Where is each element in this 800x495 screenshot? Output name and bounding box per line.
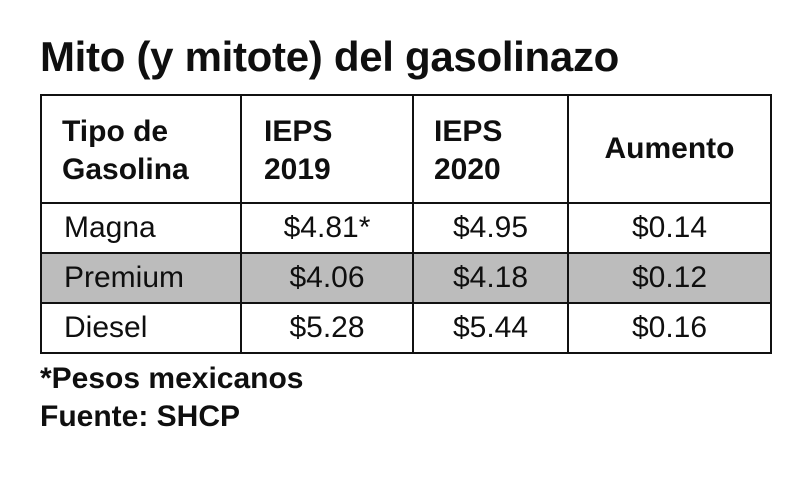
- cell-aumento: $0.14: [567, 202, 772, 254]
- table-row-magna: Magna $4.81* $4.95 $0.14: [40, 202, 772, 254]
- header-ieps2019-line2: 2019: [264, 153, 331, 186]
- header-ieps2020-line2: 2020: [434, 153, 501, 186]
- header-tipo-line2: Gasolina: [62, 153, 189, 186]
- header-ieps2020-line1: IEPS: [434, 115, 503, 148]
- cell-ieps-2020: $4.95: [412, 202, 569, 254]
- notes: *Pesos mexicanos Fuente: SHCP: [40, 360, 303, 436]
- header-ieps-2019: IEPS 2019: [240, 94, 414, 204]
- cell-aumento: $0.12: [567, 252, 772, 304]
- cell-ieps-2019: $4.81*: [240, 202, 414, 254]
- cell-ieps-2019: $4.06: [240, 252, 414, 304]
- cell-tipo: Magna: [40, 202, 242, 254]
- cell-ieps-2019: $5.28: [240, 302, 414, 354]
- cell-tipo: Diesel: [40, 302, 242, 354]
- header-aumento: Aumento: [567, 94, 772, 204]
- cell-ieps-2020: $4.18: [412, 252, 569, 304]
- header-tipo-line1: Tipo de: [62, 115, 169, 148]
- page-title: Mito (y mitote) del gasolinazo: [40, 33, 620, 80]
- source-text: Fuente: SHCP: [40, 400, 241, 433]
- table-row-premium: Premium $4.06 $4.18 $0.12: [40, 252, 772, 304]
- footnote-text: *Pesos mexicanos: [40, 362, 304, 395]
- cell-ieps-2020: $5.44: [412, 302, 569, 354]
- cell-tipo: Premium: [40, 252, 242, 304]
- header-tipo-gasolina: Tipo de Gasolina: [40, 94, 242, 204]
- table-row-diesel: Diesel $5.28 $5.44 $0.16: [40, 302, 772, 354]
- header-row: Tipo de Gasolina IEPS 2019 IEPS 2020 Aum…: [40, 94, 772, 204]
- header-ieps2019-line1: IEPS: [264, 115, 333, 148]
- header-aumento-label: Aumento: [604, 132, 735, 165]
- cell-aumento: $0.16: [567, 302, 772, 354]
- ieps-table: Tipo de Gasolina IEPS 2019 IEPS 2020 Aum…: [40, 94, 772, 354]
- header-ieps-2020: IEPS 2020: [412, 94, 569, 204]
